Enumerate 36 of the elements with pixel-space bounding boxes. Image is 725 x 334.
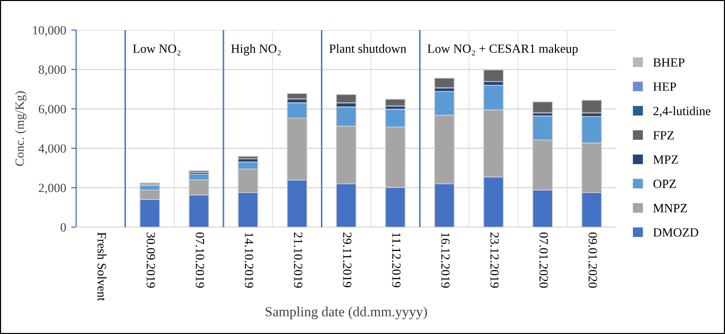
x-tick-label: 30.09.2019 <box>146 232 156 288</box>
y-tick-label: 10,000 <box>33 26 66 36</box>
x-tick-label: 14.10.2019 <box>244 233 254 288</box>
x-tick-label: 11.12.2019 <box>392 233 401 288</box>
annotation: Low NO₂ + CESAR1 makeup <box>428 44 578 56</box>
annotation: Plant shutdown <box>329 44 406 53</box>
legend-label: BHEP <box>653 58 684 67</box>
x-tick-label: 07.10.2019 <box>196 232 204 288</box>
y-tick-label: 8,000 <box>38 65 66 76</box>
legend-label: DMOZD <box>653 228 698 237</box>
bar <box>286 93 308 100</box>
x-tick-label: Fresh Solvent <box>98 232 106 302</box>
y-tick-label: 0 <box>60 223 66 232</box>
bar <box>385 98 406 106</box>
x-axis-title: Sampling date (dd.mm.yyyy) <box>266 306 427 320</box>
bar <box>336 94 356 104</box>
x-tick-label: 16.12.2019 <box>441 233 450 288</box>
y-axis-title: Conc. (mg/Kg) <box>15 91 26 166</box>
legend-label: MPZ <box>653 155 678 164</box>
x-tick-label: 29.11.2019 <box>343 232 352 288</box>
bar <box>434 78 455 88</box>
annotation: High NO₂ <box>231 44 281 56</box>
legend-label: OPZ <box>653 180 676 188</box>
annotation: Low NO₂ <box>132 44 180 56</box>
x-tick-label: 07.01.2020 <box>539 232 548 288</box>
legend-label: 2,4-lutidine <box>653 106 710 118</box>
y-tick-label: 2,000 <box>38 184 66 194</box>
x-tick-label: 21.10.2019 <box>294 232 302 288</box>
legend-label: MNPZ <box>653 204 687 212</box>
bar <box>238 156 258 160</box>
legend-label: FPZ <box>653 131 674 140</box>
x-tick-label: 23.12.2019 <box>490 232 499 288</box>
x-tick-label: 09.01.2020 <box>588 232 598 288</box>
legend-label: HEP <box>653 82 676 91</box>
y-tick-label: 4,000 <box>38 144 66 155</box>
y-tick-label: 6,000 <box>38 104 66 116</box>
